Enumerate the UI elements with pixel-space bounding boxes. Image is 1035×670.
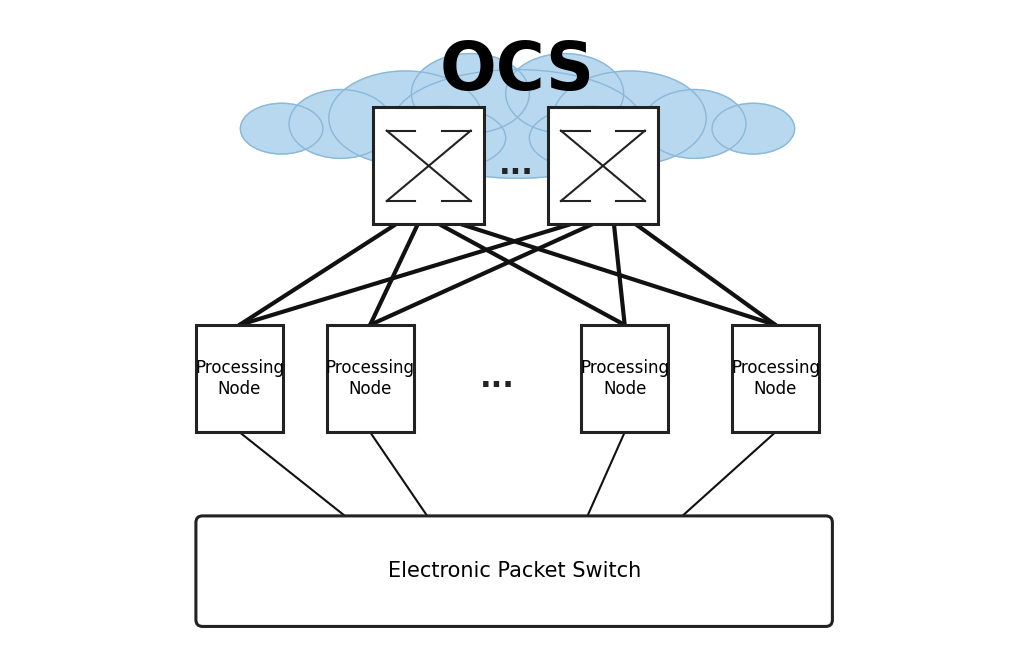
Ellipse shape [329,71,482,165]
Ellipse shape [643,90,746,158]
Text: Processing
Node: Processing Node [581,359,670,398]
Ellipse shape [411,54,529,133]
Text: Processing
Node: Processing Node [731,359,820,398]
Text: Processing
Node: Processing Node [326,359,415,398]
Ellipse shape [392,70,643,178]
Ellipse shape [506,54,624,133]
Text: OCS: OCS [440,38,595,105]
FancyBboxPatch shape [548,107,658,224]
Ellipse shape [712,103,795,154]
Text: ...: ... [480,364,514,393]
Ellipse shape [382,107,506,170]
Ellipse shape [289,90,392,158]
Ellipse shape [240,103,323,154]
Text: ...: ... [499,151,533,180]
Text: Electronic Packet Switch: Electronic Packet Switch [387,561,641,581]
FancyBboxPatch shape [196,516,832,626]
FancyBboxPatch shape [732,325,819,432]
FancyBboxPatch shape [581,325,669,432]
Text: Processing
Node: Processing Node [195,359,284,398]
Ellipse shape [529,107,653,170]
FancyBboxPatch shape [196,325,283,432]
Ellipse shape [553,71,706,165]
FancyBboxPatch shape [374,107,484,224]
FancyBboxPatch shape [327,325,414,432]
